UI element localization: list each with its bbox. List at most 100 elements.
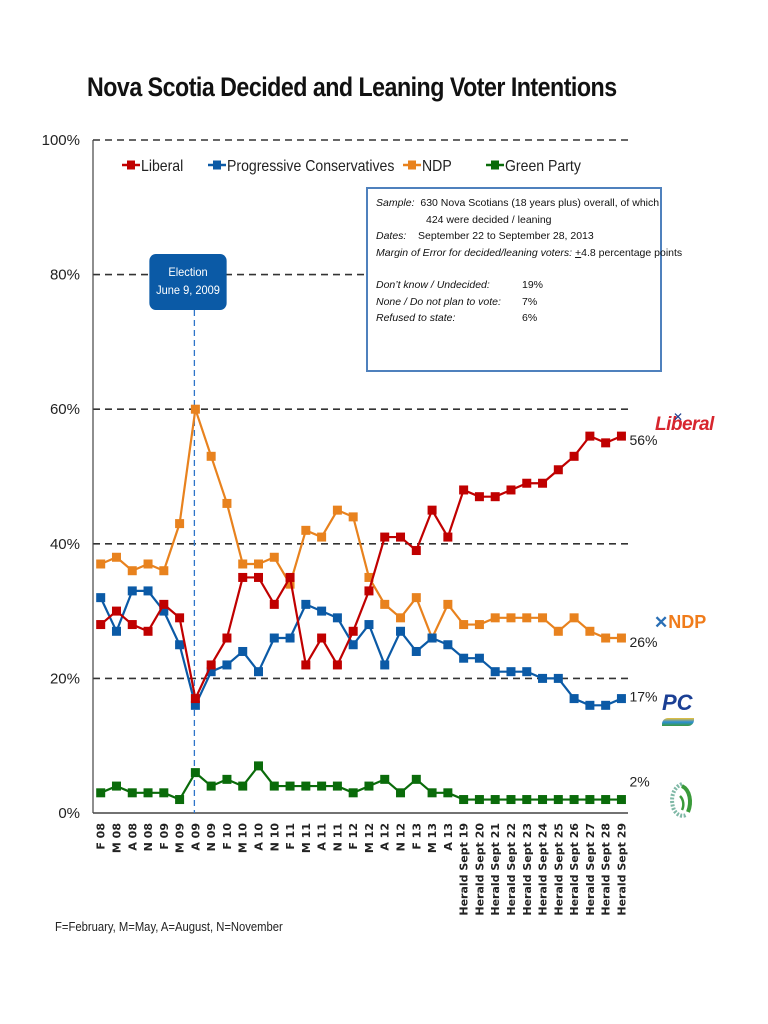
end-value-label: 26% (629, 634, 657, 650)
election-callout: Election June 9, 2009 (149, 254, 227, 310)
data-point (585, 626, 595, 636)
pc-wave-icon (662, 718, 694, 726)
data-point (269, 552, 279, 562)
series-line (99, 589, 622, 707)
data-point (111, 781, 121, 791)
data-point (127, 566, 137, 576)
legend-label: NDP (422, 157, 452, 175)
data-point (317, 532, 327, 542)
data-point (269, 781, 279, 791)
no-vote-value: 7% (522, 295, 538, 308)
data-point (332, 505, 342, 515)
data-point (396, 532, 406, 542)
data-point (490, 492, 500, 502)
data-point (143, 626, 153, 636)
data-point (238, 559, 248, 569)
data-point (254, 559, 263, 569)
x-tick-label: N 09 (205, 823, 218, 851)
data-point (522, 613, 532, 623)
data-point (506, 795, 516, 805)
end-value-label: 56% (629, 432, 657, 448)
election-callout-title: Election (168, 265, 208, 279)
data-point (474, 795, 484, 805)
series-green-party (96, 761, 626, 805)
data-point (459, 485, 469, 495)
liberal-logo-icon: ✕ Liberal (655, 410, 714, 436)
data-point (159, 599, 169, 609)
data-point (127, 620, 137, 630)
x-tick-label: M 13 (426, 823, 439, 853)
data-point (616, 694, 626, 704)
data-point (348, 512, 358, 522)
legend-label: Green Party (505, 157, 581, 175)
data-point (569, 694, 579, 704)
data-point (206, 667, 216, 677)
series-ndp (96, 404, 626, 643)
y-tick-label: 100% (42, 132, 80, 149)
refused-label: Refused to state: (376, 312, 456, 324)
ndp-logo-text: NDP (668, 612, 707, 632)
data-point (301, 781, 311, 791)
legend-marker-icon (491, 160, 499, 170)
legend: Liberal Progressive Conservatives NDP Green… (122, 157, 581, 175)
data-point (364, 620, 374, 630)
y-tick-label: 60% (50, 401, 80, 418)
data-point (601, 633, 611, 643)
x-tick-label: F 09 (158, 823, 171, 850)
data-point (332, 660, 342, 670)
data-point (285, 572, 295, 582)
data-point (254, 761, 263, 771)
data-point (111, 626, 121, 636)
pc-logo-text: PC (662, 690, 693, 715)
data-point (601, 795, 611, 805)
data-point (380, 774, 390, 784)
data-point (222, 633, 232, 643)
footnote: F=February, M=May, A=August, N=November (55, 920, 283, 934)
data-point (269, 633, 279, 643)
x-tick-label: F 10 (221, 823, 234, 850)
data-point (490, 613, 500, 623)
data-point (175, 613, 185, 623)
data-point (522, 795, 532, 805)
undecided-value: 19% (522, 279, 544, 291)
green-party-logo-icon (668, 782, 694, 823)
dates-value: September 22 to September 28, 2013 (418, 230, 594, 242)
data-point (143, 788, 153, 798)
data-point (396, 788, 406, 798)
data-point (459, 620, 469, 630)
x-tick-label: N 12 (395, 823, 408, 851)
x-tick-label: M 12 (363, 823, 376, 853)
data-point (443, 599, 453, 609)
data-point (443, 532, 453, 542)
x-tick-label: Herald Sept 26 (568, 823, 581, 916)
data-point (190, 768, 200, 778)
data-point (459, 653, 469, 663)
data-point (317, 633, 327, 643)
data-point (380, 660, 390, 670)
x-tick-label: A 13 (442, 823, 455, 851)
data-point (538, 795, 548, 805)
moe-sign: + (575, 246, 582, 259)
data-point (538, 673, 548, 683)
data-point (522, 667, 532, 677)
data-point (585, 431, 595, 441)
data-point (238, 572, 248, 582)
data-point (553, 673, 563, 683)
data-point (411, 546, 421, 556)
data-point (490, 795, 500, 805)
data-point (190, 404, 200, 414)
legend-item-progressive-conservatives: Progressive Conservatives (208, 157, 394, 175)
data-point (459, 795, 469, 805)
x-tick-label: M 09 (174, 823, 187, 853)
sample-value: 630 Nova Scotians (18 years plus) overal… (420, 197, 660, 209)
data-point (538, 613, 548, 623)
liberal-logo-text: Liberal (655, 414, 714, 435)
data-point (143, 559, 153, 569)
x-tick-label: F 11 (284, 823, 297, 850)
y-axis-ticks: 0% 20% 40% 60% 80% 100% (42, 132, 80, 822)
x-tick-label: N 10 (268, 823, 281, 852)
y-tick-label: 20% (50, 670, 80, 687)
series-progressive-conservatives (96, 586, 626, 710)
undecided-label: Don’t know / Undecided: (376, 279, 490, 291)
ndp-mark-icon: ✕ (654, 613, 669, 632)
